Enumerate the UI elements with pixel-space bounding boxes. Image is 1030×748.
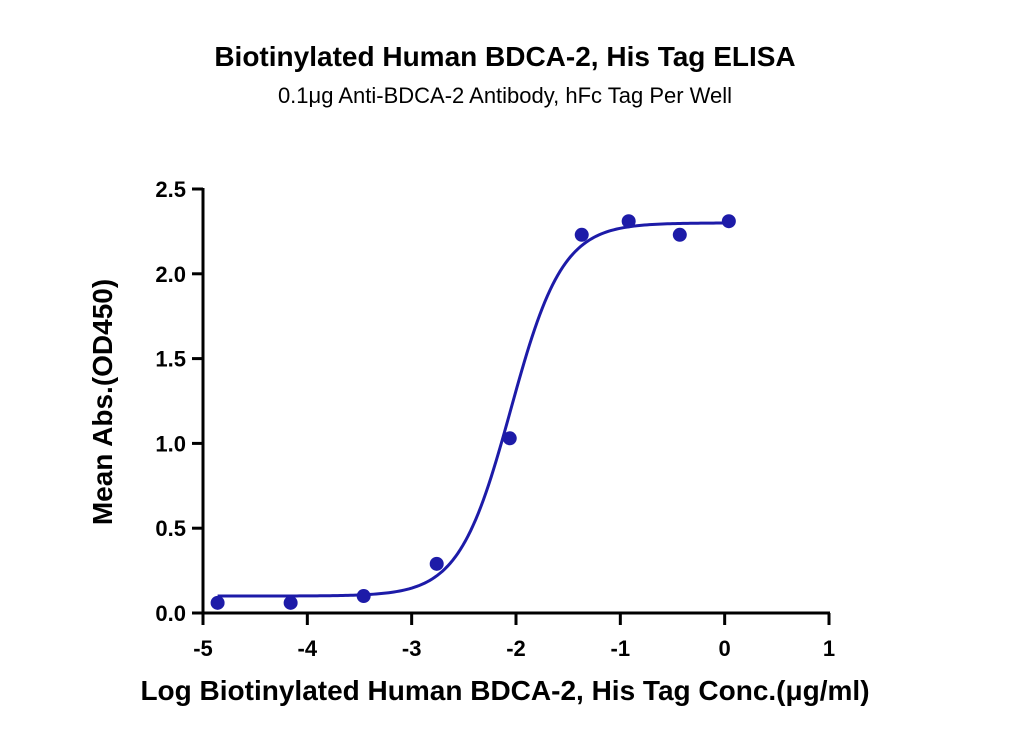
y-tick-label: 2.5	[155, 177, 186, 202]
data-point	[429, 556, 444, 571]
chart-title: Biotinylated Human BDCA-2, His Tag ELISA	[214, 41, 795, 72]
x-tick-label: -2	[506, 636, 526, 661]
y-tick-label: 1.0	[155, 431, 186, 456]
x-tick-label: -5	[193, 636, 213, 661]
x-tick-label: 0	[719, 636, 731, 661]
x-tick-label: 1	[823, 636, 835, 661]
x-axis-label: Log Biotinylated Human BDCA-2, His Tag C…	[140, 675, 869, 706]
data-point	[283, 595, 298, 610]
data-point	[721, 214, 736, 229]
data-point	[621, 214, 636, 229]
data-point	[356, 589, 371, 604]
data-point	[574, 227, 589, 242]
y-tick-label: 1.5	[155, 347, 186, 372]
y-tick-label: 0.5	[155, 516, 186, 541]
x-tick-label: -3	[402, 636, 422, 661]
data-point	[210, 595, 225, 610]
data-points	[210, 214, 736, 610]
y-tick-label: 2.0	[155, 262, 186, 287]
x-tick-label: -1	[611, 636, 631, 661]
y-tick-label: 0.0	[155, 601, 186, 626]
chart-subtitle: 0.1μg Anti-BDCA-2 Antibody, hFc Tag Per …	[278, 83, 732, 108]
data-point	[672, 227, 687, 242]
x-tick-label: -4	[298, 636, 318, 661]
fit-curve	[217, 221, 729, 598]
y-axis-label: Mean Abs.(OD450)	[87, 279, 118, 525]
data-point	[502, 431, 517, 446]
y-axis: 0.0 0.5 1.0 1.5 2.0 2.5	[155, 177, 205, 626]
x-axis: -5 -4 -3 -2 -1 0 1	[193, 611, 835, 661]
fit-curve-layer	[217, 221, 729, 598]
